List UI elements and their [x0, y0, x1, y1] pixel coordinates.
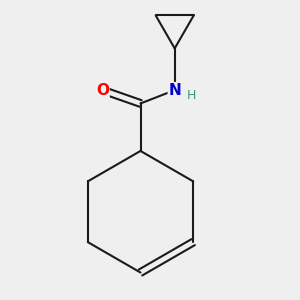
Text: O: O	[96, 83, 109, 98]
Text: H: H	[187, 89, 196, 102]
Text: N: N	[168, 83, 181, 98]
